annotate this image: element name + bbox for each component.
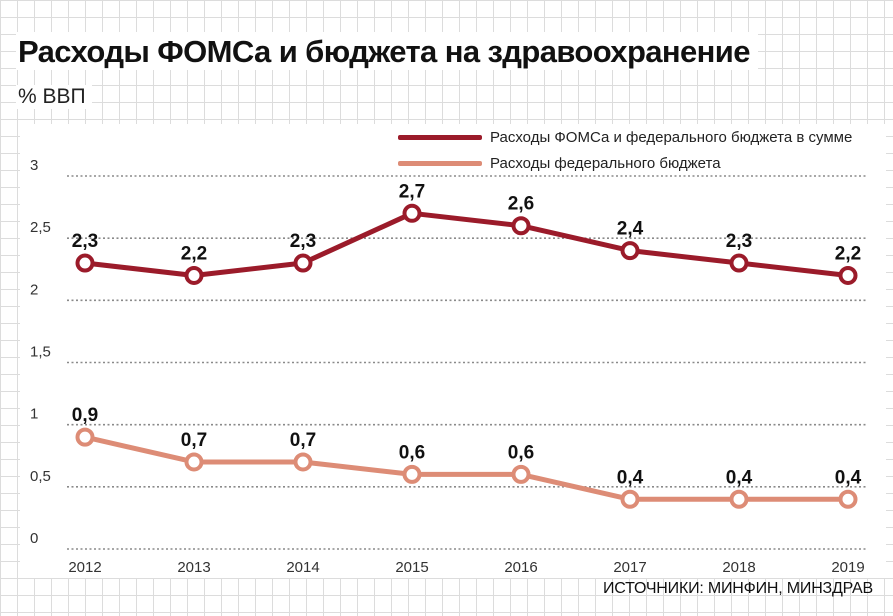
chart-subtitle: % ВВП (16, 85, 92, 109)
data-label: 0,4 (835, 467, 862, 488)
data-point (184, 452, 204, 472)
x-tick-label: 2018 (722, 559, 755, 576)
legend-swatch-federal (398, 160, 482, 166)
y-tick-label: 1 (30, 406, 38, 423)
y-tick-label: 1,5 (30, 344, 51, 361)
data-label: 2,6 (508, 194, 534, 215)
series-line (82, 434, 851, 502)
chart-legend: Расходы ФОМСа и федерального бюджета в с… (398, 124, 852, 176)
y-axis-ticks: 0 0,5 1 1,5 2 2,5 3 (30, 157, 51, 547)
series-lines (82, 210, 851, 502)
series-line (82, 210, 851, 278)
data-label: 2,7 (399, 181, 425, 202)
data-point (293, 452, 313, 472)
legend-label-federal: Расходы федерального бюджета (490, 154, 721, 172)
legend-item-total: Расходы ФОМСа и федерального бюджета в с… (398, 124, 852, 150)
data-point (293, 253, 313, 273)
data-points (75, 203, 858, 509)
x-tick-label: 2013 (177, 559, 210, 576)
data-point (511, 216, 531, 236)
legend-item-federal: Расходы федерального бюджета (398, 150, 852, 176)
data-point (729, 489, 749, 509)
data-point (620, 489, 640, 509)
data-labels: 2,3 2,2 2,3 2,7 2,6 2,4 2,3 2,2 0,9 0,7 0,7 0,6 0,6 0… (72, 181, 862, 488)
data-label: 2,2 (835, 243, 861, 264)
x-tick-label: 2017 (613, 559, 646, 576)
data-label: 2,3 (72, 231, 98, 252)
x-tick-label: 2019 (831, 559, 864, 576)
x-axis-ticks: 2012 2013 2014 2015 2016 2017 2018 2019 (68, 559, 864, 576)
data-label: 0,9 (72, 405, 98, 426)
data-point (511, 464, 531, 484)
y-tick-label: 2 (30, 281, 38, 298)
data-label: 0,4 (726, 467, 753, 488)
legend-label-total: Расходы ФОМСа и федерального бюджета в с… (490, 128, 853, 146)
data-label: 2,3 (726, 231, 752, 252)
data-point (402, 203, 422, 223)
data-label: 2,3 (290, 231, 316, 252)
source-note: ИСТОЧНИКИ: МИНФИН, МИНЗДРАВ (602, 580, 873, 597)
data-point (729, 253, 749, 273)
data-label: 0,4 (617, 467, 644, 488)
y-tick-label: 2,5 (30, 219, 51, 236)
x-tick-label: 2015 (395, 559, 428, 576)
data-label: 0,7 (181, 430, 207, 451)
data-point (838, 265, 858, 285)
data-label: 0,7 (290, 430, 316, 451)
data-label: 2,4 (617, 219, 644, 240)
data-label: 0,6 (399, 442, 425, 463)
legend-swatch-total (398, 134, 482, 140)
y-tick-label: 0,5 (30, 468, 51, 485)
y-tick-label: 3 (30, 157, 38, 174)
data-label: 2,2 (181, 243, 207, 264)
data-point (838, 489, 858, 509)
data-point (620, 241, 640, 261)
x-tick-label: 2014 (286, 559, 319, 576)
chart-title: Расходы ФОМСа и бюджета на здравоохранен… (16, 32, 758, 70)
x-tick-label: 2016 (504, 559, 537, 576)
data-label: 0,6 (508, 442, 534, 463)
data-point (402, 464, 422, 484)
data-point (75, 427, 95, 447)
data-point (184, 265, 204, 285)
data-point (75, 253, 95, 273)
y-tick-label: 0 (30, 530, 38, 547)
x-tick-label: 2012 (68, 559, 101, 576)
